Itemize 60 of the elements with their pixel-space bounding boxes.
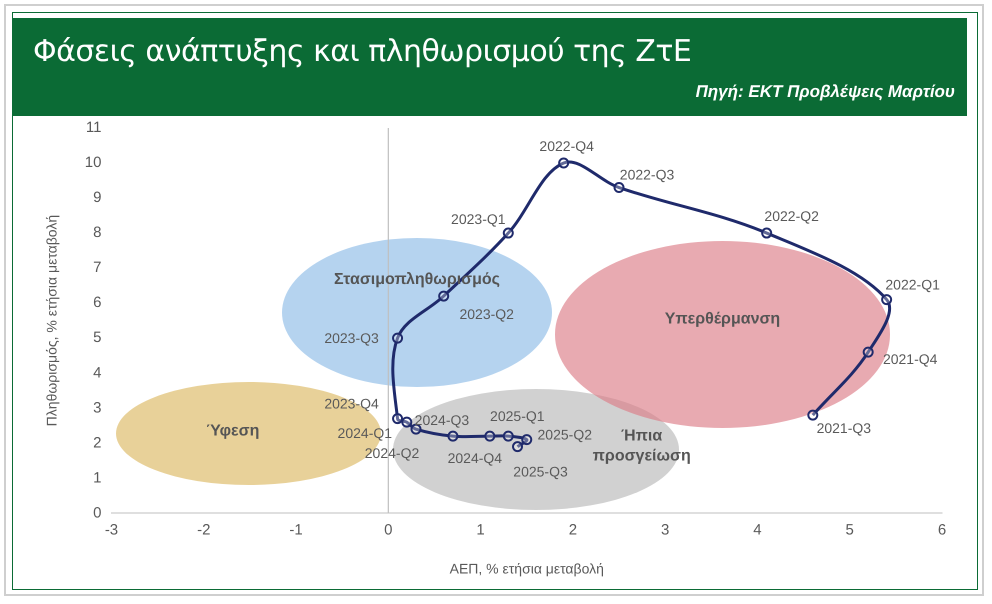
x-tick-label: -3 bbox=[104, 521, 118, 538]
x-tick-label: -2 bbox=[197, 521, 210, 538]
annotation: 2022-Q4 bbox=[539, 138, 594, 154]
point bbox=[392, 413, 404, 424]
annotation: 2022-Q3 bbox=[620, 166, 674, 182]
point bbox=[558, 158, 570, 169]
point bbox=[512, 441, 524, 452]
point bbox=[392, 332, 404, 344]
y-tick-label: 2 bbox=[93, 434, 102, 452]
annotation: Ήπια προσγείωση bbox=[592, 428, 691, 465]
x-axis-title: ΑΕΠ, % ετήσια μεταβολή bbox=[450, 560, 604, 576]
point bbox=[502, 430, 514, 442]
y-tick-label: 3 bbox=[93, 399, 102, 416]
x-tick-label: 1 bbox=[476, 521, 485, 538]
annotation: 2025-Q2 bbox=[538, 426, 592, 443]
annotation: 2023-Q1 bbox=[451, 210, 506, 227]
x-tick-label: 5 bbox=[846, 521, 854, 538]
point bbox=[438, 290, 450, 302]
annotation: 2024-Q3 bbox=[414, 412, 470, 428]
x-tick-label: -1 bbox=[289, 521, 303, 538]
annotation: 2025-Q3 bbox=[513, 464, 568, 480]
point bbox=[881, 294, 892, 306]
annotation: 2024-Q4 bbox=[448, 450, 502, 466]
annotation: Υπερθέρμανση bbox=[664, 310, 780, 328]
annotation: 2021-Q4 bbox=[882, 350, 938, 367]
annotation: 2025-Q1 bbox=[490, 408, 545, 424]
point bbox=[484, 430, 496, 442]
y-tick-label: 9 bbox=[93, 189, 102, 206]
y-tick-label: 0 bbox=[93, 504, 102, 522]
y-tick-label: 4 bbox=[93, 364, 102, 382]
y-axis-title: Πληθωρισμός, % ετήσια μεταβολή bbox=[43, 214, 60, 426]
y-tick-label: 6 bbox=[93, 294, 102, 312]
y-tick-label: 10 bbox=[84, 154, 102, 172]
point bbox=[521, 434, 532, 446]
annotation: 2021-Q3 bbox=[816, 420, 872, 436]
point bbox=[447, 430, 458, 442]
x-tick-label: 2 bbox=[568, 521, 578, 538]
x-tick-label: 6 bbox=[938, 521, 946, 538]
x-tick-label: 3 bbox=[660, 521, 670, 538]
y-tick-label: 5 bbox=[93, 329, 102, 346]
annotation: 2024-Q2 bbox=[364, 445, 420, 462]
annotation: Ύφεση bbox=[206, 422, 260, 440]
point bbox=[862, 346, 874, 358]
annotation: 2023-Q3 bbox=[324, 330, 380, 346]
y-tick-label: 11 bbox=[86, 119, 102, 136]
annotation: 2022-Q2 bbox=[764, 208, 820, 224]
point bbox=[502, 228, 514, 239]
annotation: 2023-Q2 bbox=[459, 306, 514, 322]
x-tick-label: 4 bbox=[753, 521, 762, 538]
chart-title: Φάσεις ανάπτυξης και πληθωρισμού της ΖτΕ bbox=[33, 34, 692, 69]
y-tick-label: 7 bbox=[93, 259, 102, 276]
point bbox=[761, 228, 772, 239]
x-tick-label: 0 bbox=[384, 521, 392, 538]
text: Πηγή: ΕΚΤ Προβλέψεις Μαρτίου bbox=[696, 82, 955, 102]
annotation: 2022-Q1 bbox=[885, 276, 940, 292]
y-tick-label: 1 bbox=[93, 469, 102, 486]
y-tick-label: 8 bbox=[93, 224, 102, 242]
point bbox=[401, 416, 412, 428]
point bbox=[807, 410, 818, 421]
point bbox=[614, 182, 625, 194]
